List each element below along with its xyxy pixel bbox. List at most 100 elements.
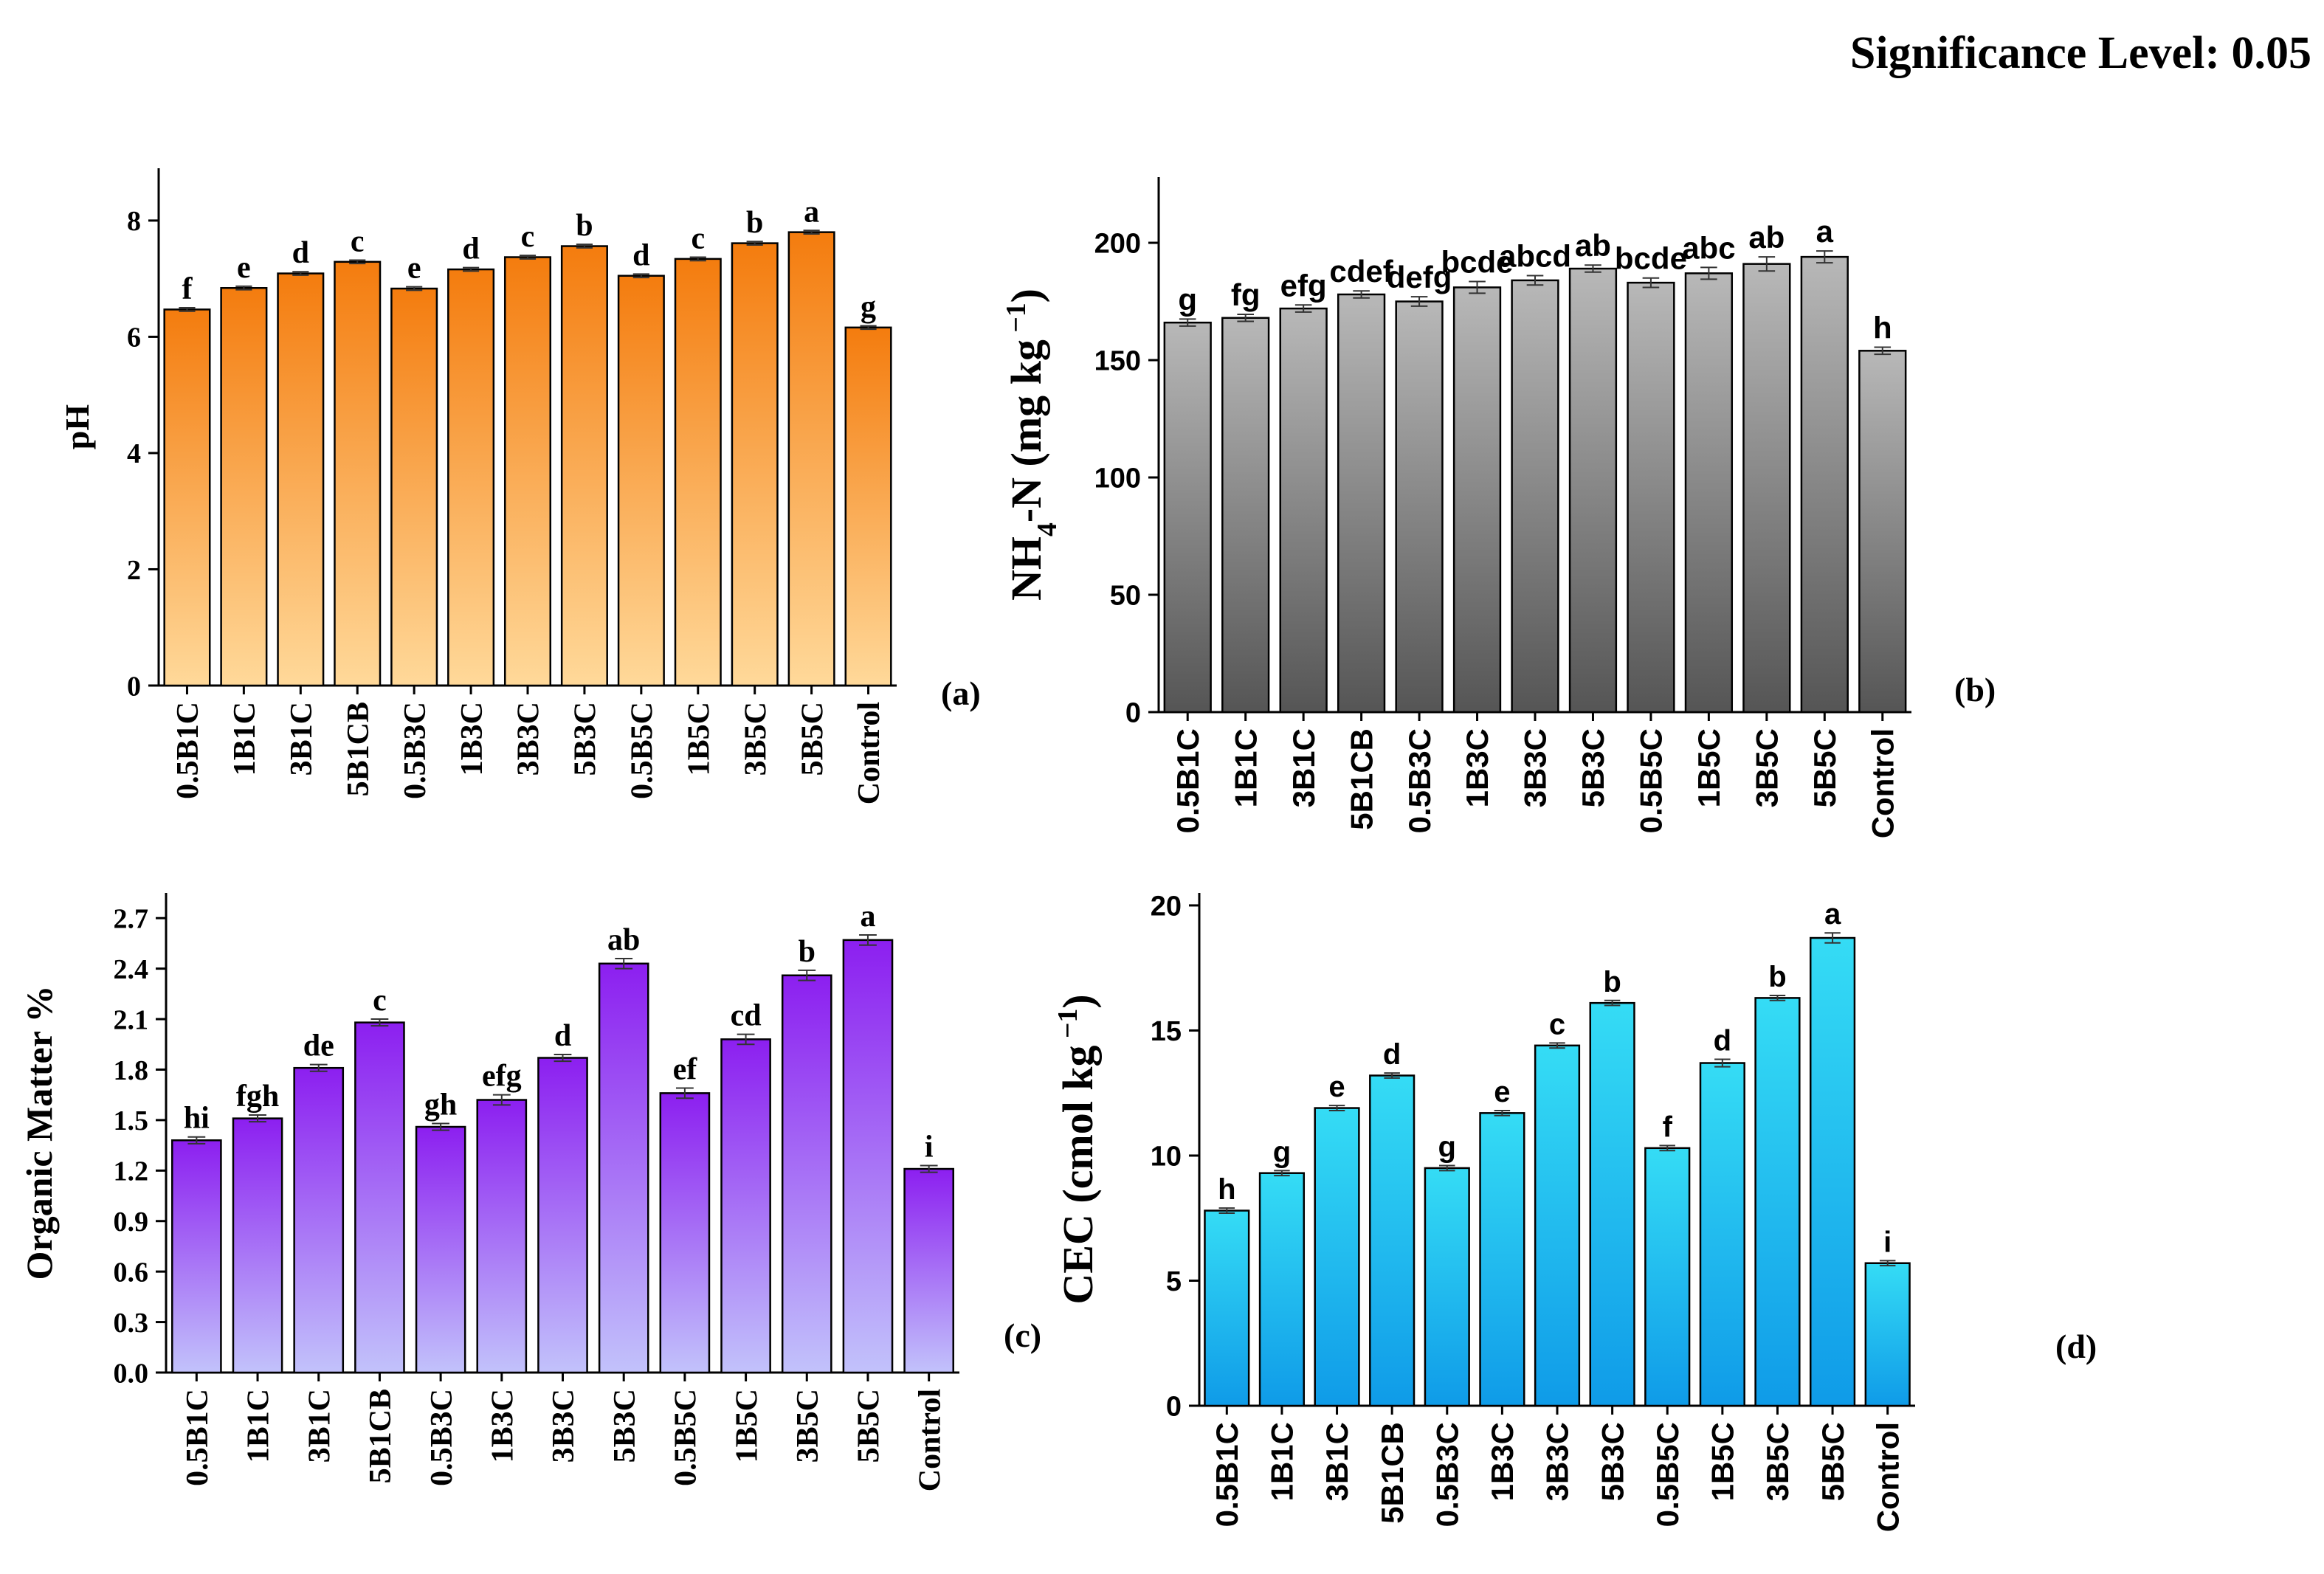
chart-cec: 0 5 10 15 20 h 0.5B1C g 1B1C e 3B1C d 5B1CB g 0.5B3C e 1… (1052, 891, 2097, 1532)
error-bar (292, 271, 309, 276)
significance-letter: a (1816, 214, 1834, 249)
error-bar (798, 969, 816, 981)
significance-letter: b (1603, 966, 1621, 998)
error-bar (406, 286, 423, 291)
y-axis-label: pH (58, 404, 96, 450)
y-tick-label: 8 (127, 206, 141, 237)
error-bar (1585, 264, 1601, 273)
bar-3B5C (731, 242, 779, 687)
significance-letter: fgh (236, 1080, 279, 1114)
bar-5B3C (1589, 1001, 1635, 1407)
category-label: 3B5C (791, 1389, 825, 1463)
bar-0.5B1C (163, 308, 211, 687)
category-label: 3B5C (1750, 728, 1785, 807)
bar-0.5B3C (415, 1125, 466, 1374)
category-label: Control (852, 702, 886, 804)
error-bar (1874, 346, 1892, 356)
bar-1B1C (1258, 1172, 1306, 1407)
category-label: 0.5B3C (399, 702, 432, 799)
panel-label: (a) (941, 674, 981, 712)
y-tick-label: 10 (1151, 1141, 1182, 1172)
bar-1B5C (674, 258, 722, 687)
error-bar (1526, 275, 1544, 286)
significance-letter: d (462, 232, 479, 266)
y-axis-label: NH4-N (mg kg −1) (1001, 289, 1063, 601)
bar-Control (844, 326, 892, 687)
category-label: 1B5C (1692, 728, 1726, 807)
error-bar (1439, 1164, 1455, 1172)
bar-3B3C (503, 256, 552, 687)
bar-0.5B5C (1627, 281, 1675, 714)
error-bar (1494, 1109, 1511, 1116)
category-label: 0.5B1C (1210, 1422, 1244, 1527)
error-bar (1659, 1145, 1675, 1152)
significance-letter: a (860, 900, 875, 933)
significance-letter: e (1494, 1076, 1510, 1108)
y-tick-label: 0.9 (114, 1207, 149, 1238)
significance-letter: d (292, 236, 309, 270)
error-bar (1294, 304, 1312, 313)
y-tick-label: 50 (1110, 580, 1141, 611)
error-bar (432, 1122, 450, 1131)
bar-1B3C (447, 268, 495, 687)
significance-letter: i (925, 1130, 934, 1164)
significance-letter: cdef (1329, 254, 1393, 289)
bar-1B3C (1479, 1112, 1525, 1407)
category-label: 1B5C (730, 1389, 764, 1463)
y-tick-label: 150 (1094, 345, 1141, 376)
category-label: 3B3C (1540, 1422, 1575, 1501)
category-label: 1B1C (1228, 728, 1263, 807)
y-tick-label: 2.7 (114, 904, 149, 935)
error-bar (1824, 932, 1841, 944)
significance-letter: g (1178, 282, 1197, 317)
y-tick-label: 2.1 (114, 1004, 149, 1035)
error-bar (632, 273, 649, 279)
significance-letter: d (1383, 1038, 1401, 1071)
category-label: 5B1CB (342, 702, 376, 796)
y-tick-label: 15 (1151, 1016, 1182, 1047)
y-tick-label: 1.2 (114, 1156, 149, 1187)
y-axis-label: CEC (cmol kg −1) (1052, 994, 1102, 1304)
error-bar (1714, 1058, 1731, 1068)
bar-3B5C (1754, 997, 1801, 1407)
y-tick-label: 100 (1094, 463, 1141, 494)
error-bar (576, 244, 593, 249)
category-label: 0.5B1C (171, 702, 205, 799)
error-bar (1179, 318, 1196, 327)
category-label: 1B3C (1460, 728, 1494, 807)
bar-3B3C (537, 1057, 588, 1374)
significance-letter: efg (482, 1060, 522, 1094)
y-tick-label: 4 (127, 438, 141, 469)
category-label: 5B1CB (1375, 1422, 1410, 1524)
category-label: 3B1C (285, 702, 319, 776)
bar-5B5C (1809, 936, 1856, 1407)
category-label: 3B3C (512, 702, 546, 776)
bar-3B1C (293, 1066, 345, 1374)
category-label: 1B5C (682, 702, 716, 776)
category-label: 0.5B5C (669, 1389, 703, 1486)
bar-5B3C (1568, 267, 1618, 714)
error-bar (859, 934, 877, 946)
bar-1B1C (220, 287, 268, 687)
significance-letter: h (1218, 1173, 1235, 1206)
category-label: 5B1CB (1344, 728, 1379, 830)
y-tick-label: 0 (127, 671, 141, 702)
error-bar (1274, 1170, 1290, 1177)
error-bar (1410, 296, 1428, 307)
error-bar (737, 1033, 755, 1046)
category-label: Control (913, 1389, 947, 1491)
error-bar (519, 255, 537, 260)
bar-3B1C (1279, 307, 1328, 714)
bar-3B5C (1742, 263, 1791, 714)
error-bar (803, 229, 820, 235)
y-tick-label: 5 (1166, 1266, 1182, 1297)
category-label: 0.5B1C (1170, 728, 1205, 833)
error-bar (370, 1018, 389, 1027)
error-bar (1879, 1260, 1896, 1267)
y-tick-label: 0.0 (114, 1358, 149, 1389)
significance-letter: abc (1682, 230, 1735, 265)
bar-Control (1858, 350, 1907, 714)
error-bar (1384, 1072, 1400, 1079)
bar-0.5B5C (1644, 1147, 1691, 1407)
category-label: 3B5C (739, 702, 773, 776)
